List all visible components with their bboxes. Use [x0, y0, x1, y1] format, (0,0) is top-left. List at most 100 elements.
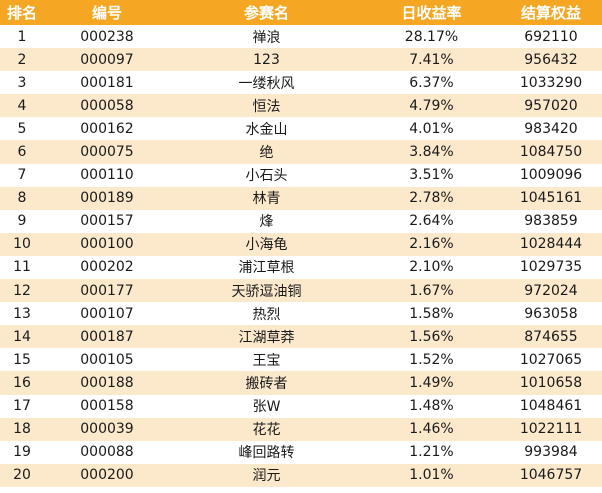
cell-rank: 20 — [0, 463, 44, 487]
cell-name: 恒法 — [170, 94, 363, 118]
table-row: 20 000200 润元 1.01% 1046757 — [0, 463, 602, 487]
cell-rank: 12 — [0, 279, 44, 303]
cell-code: 000110 — [44, 163, 170, 187]
cell-daily-return: 2.10% — [363, 255, 500, 280]
table-row: 19 000088 峰回路转 1.21% 993984 — [0, 440, 602, 464]
cell-daily-return: 7.41% — [363, 48, 500, 72]
cell-name: 小石头 — [170, 163, 363, 187]
cell-name: 水金山 — [170, 117, 363, 141]
cell-rank: 16 — [0, 371, 44, 395]
cell-rank: 19 — [0, 440, 44, 464]
cell-equity: 1029735 — [500, 255, 602, 280]
cell-rank: 4 — [0, 94, 44, 118]
header-daily-return: 日收益率 — [363, 0, 500, 25]
header-equity: 结算权益 — [500, 0, 602, 25]
cell-rank: 13 — [0, 302, 44, 326]
table-row: 11 000202 浦江草根 2.10% 1029735 — [0, 255, 602, 280]
cell-equity: 1045161 — [500, 186, 602, 210]
cell-daily-return: 28.17% — [363, 25, 500, 49]
cell-name: 天骄逗油铜 — [170, 279, 363, 303]
cell-daily-return: 2.64% — [363, 209, 500, 233]
cell-code: 000158 — [44, 394, 170, 418]
table-row: 14 000187 江湖草莽 1.56% 874655 — [0, 325, 602, 349]
cell-equity: 972024 — [500, 279, 602, 303]
cell-rank: 17 — [0, 394, 44, 418]
cell-equity: 1009096 — [500, 163, 602, 187]
cell-daily-return: 1.46% — [363, 417, 500, 441]
cell-name: 王宝 — [170, 348, 363, 372]
cell-equity: 1046757 — [500, 463, 602, 487]
table-header: 排名 编号 参赛名 日收益率 结算权益 — [0, 0, 602, 25]
cell-daily-return: 1.49% — [363, 371, 500, 395]
table-row: 8 000189 林青 2.78% 1045161 — [0, 186, 602, 210]
cell-name: 绝 — [170, 140, 363, 164]
cell-equity: 1010658 — [500, 371, 602, 395]
cell-rank: 5 — [0, 117, 44, 141]
cell-name: 花花 — [170, 417, 363, 441]
cell-name: 润元 — [170, 463, 363, 487]
cell-code: 000088 — [44, 440, 170, 464]
cell-equity: 1048461 — [500, 394, 602, 418]
cell-daily-return: 1.21% — [363, 440, 500, 464]
cell-name: 搬砖者 — [170, 371, 363, 395]
table-row: 1 000238 禅浪 28.17% 692110 — [0, 25, 602, 49]
cell-code: 000097 — [44, 48, 170, 72]
cell-rank: 8 — [0, 186, 44, 210]
cell-code: 000105 — [44, 348, 170, 372]
cell-code: 000162 — [44, 117, 170, 141]
cell-name: 热烈 — [170, 302, 363, 326]
cell-code: 000187 — [44, 325, 170, 349]
cell-daily-return: 1.67% — [363, 279, 500, 303]
cell-rank: 10 — [0, 232, 44, 256]
cell-code: 000157 — [44, 209, 170, 233]
cell-name: 123 — [170, 48, 363, 72]
cell-code: 000107 — [44, 302, 170, 326]
cell-equity: 1028444 — [500, 232, 602, 256]
table-body: 1 000238 禅浪 28.17% 692110 2 000097 123 7.41% 9564… — [0, 25, 602, 487]
cell-daily-return: 1.52% — [363, 348, 500, 372]
cell-equity: 1033290 — [500, 71, 602, 95]
header-name: 参赛名 — [170, 0, 363, 25]
cell-rank: 6 — [0, 140, 44, 164]
table-row: 6 000075 绝 3.84% 1084750 — [0, 140, 602, 164]
cell-equity: 963058 — [500, 302, 602, 326]
header-code: 编号 — [44, 0, 170, 25]
cell-code: 000200 — [44, 463, 170, 487]
cell-code: 000177 — [44, 279, 170, 303]
cell-equity: 956432 — [500, 48, 602, 72]
cell-daily-return: 4.79% — [363, 94, 500, 118]
cell-equity: 1084750 — [500, 140, 602, 164]
cell-rank: 15 — [0, 348, 44, 372]
cell-equity: 957020 — [500, 94, 602, 118]
table-row: 16 000188 搬砖者 1.49% 1010658 — [0, 371, 602, 395]
table-row: 17 000158 张W 1.48% 1048461 — [0, 394, 602, 418]
cell-code: 000181 — [44, 71, 170, 95]
cell-name: 禅浪 — [170, 25, 363, 49]
cell-name: 江湖草莽 — [170, 325, 363, 349]
cell-name: 烽 — [170, 209, 363, 233]
table-row: 12 000177 天骄逗油铜 1.67% 972024 — [0, 279, 602, 303]
table-row: 10 000100 小海龟 2.16% 1028444 — [0, 232, 602, 256]
cell-equity: 983859 — [500, 209, 602, 233]
cell-rank: 9 — [0, 209, 44, 233]
cell-rank: 3 — [0, 71, 44, 95]
cell-daily-return: 1.01% — [363, 463, 500, 487]
cell-code: 000058 — [44, 94, 170, 118]
cell-daily-return: 3.84% — [363, 140, 500, 164]
cell-name: 一缕秋风 — [170, 71, 363, 95]
cell-daily-return: 4.01% — [363, 117, 500, 141]
cell-name: 小海龟 — [170, 232, 363, 256]
cell-daily-return: 1.48% — [363, 394, 500, 418]
cell-daily-return: 1.58% — [363, 302, 500, 326]
cell-code: 000202 — [44, 255, 170, 280]
table-row: 5 000162 水金山 4.01% 983420 — [0, 117, 602, 141]
cell-rank: 1 — [0, 25, 44, 49]
header-row: 排名 编号 参赛名 日收益率 结算权益 — [0, 0, 602, 25]
table-row: 18 000039 花花 1.46% 1022111 — [0, 417, 602, 441]
cell-rank: 18 — [0, 417, 44, 441]
cell-code: 000188 — [44, 371, 170, 395]
cell-code: 000075 — [44, 140, 170, 164]
cell-daily-return: 2.78% — [363, 186, 500, 210]
cell-rank: 2 — [0, 48, 44, 72]
